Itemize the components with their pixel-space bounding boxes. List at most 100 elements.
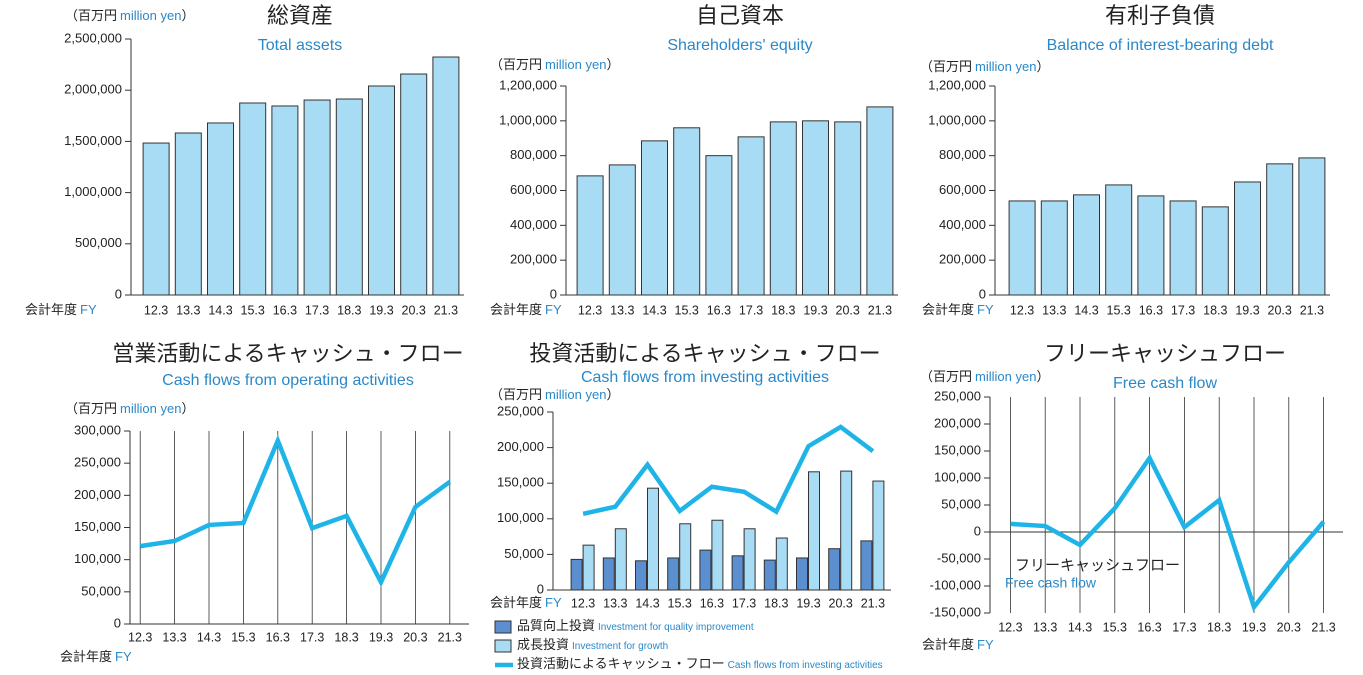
x-tick-label: 21.3 [438, 630, 462, 644]
unit-open: （百万円 [920, 369, 972, 384]
y-tick-label: 150,000 [497, 475, 544, 490]
y-tick-label: 0 [550, 286, 557, 301]
y-tick-label: 0 [537, 581, 544, 596]
x-tick-label: 15.3 [241, 303, 265, 317]
x-tick-label: 19.3 [369, 303, 393, 317]
bar [1201, 206, 1229, 296]
x-tick-label: 12.3 [578, 303, 602, 317]
x-axis-label-en: FY [115, 649, 132, 664]
bar [1298, 157, 1326, 296]
y-tick-label: 1,000,000 [928, 112, 986, 127]
bar [582, 544, 595, 591]
chart-subtitle: Cash flows from operating activities [162, 372, 414, 389]
y-tick-label: 100,000 [934, 469, 981, 484]
unit-close: ） [1036, 59, 1049, 74]
y-tick-label: 1,200,000 [499, 77, 557, 92]
unit-label: （百万円 million yen） [65, 401, 194, 416]
bar [743, 528, 756, 591]
y-tick-label: 100,000 [74, 551, 121, 566]
bar [1073, 194, 1100, 296]
bar [207, 122, 234, 296]
y-tick-label: 600,000 [510, 182, 557, 197]
legend-swatch [494, 620, 512, 634]
unit-en: million yen [545, 387, 606, 402]
y-tick-label: -50,000 [937, 550, 981, 565]
y-tick-label: 500,000 [75, 235, 122, 250]
y-tick-label: 50,000 [941, 496, 981, 511]
bar [699, 549, 712, 591]
unit-label: （百万円 million yen） [65, 8, 194, 23]
line [139, 434, 452, 588]
bar [570, 558, 583, 591]
x-tick-label: 18.3 [334, 630, 358, 644]
unit-open: （百万円 [65, 401, 117, 416]
y-tick-label: 50,000 [504, 546, 544, 561]
bar [834, 121, 862, 296]
line [582, 424, 875, 517]
x-axis-label-en: FY [977, 637, 994, 652]
y-tick-label: 150,000 [74, 519, 121, 534]
chart-subtitle: Shareholders' equity [667, 37, 812, 54]
chart-title: 投資活動によるキャッシュ・フロー [529, 341, 880, 366]
chart-subtitle: Total assets [258, 37, 342, 54]
x-tick-label: 17.3 [739, 303, 763, 317]
x-tick-label: 12.3 [144, 303, 168, 317]
legend-label-en: Investment for quality improvement [598, 622, 754, 633]
x-axis-label-en: FY [977, 302, 994, 317]
bar [1105, 184, 1133, 296]
x-tick-label: 18.3 [1203, 303, 1227, 317]
bar [1008, 200, 1036, 296]
x-tick-label: 17.3 [1171, 303, 1195, 317]
unit-close: ） [1036, 369, 1049, 384]
legend-label-jp: 品質向上投資 [517, 618, 595, 633]
bar [335, 98, 363, 296]
y-tick-label: 400,000 [939, 217, 986, 232]
x-tick-label: 17.3 [1172, 620, 1196, 634]
chart-title: 自己資本 [696, 3, 784, 28]
y-tick-label: 0 [115, 286, 122, 301]
chart-title: 総資産 [267, 3, 333, 28]
y-tick-label: 0 [979, 286, 986, 301]
y-tick-label: 2,500,000 [64, 30, 122, 45]
x-axis-label: 会計年度 FY [490, 595, 562, 610]
legend-label-en: Cash flows from investing activities [728, 660, 883, 671]
x-tick-label: 12.3 [571, 596, 595, 610]
bar [608, 164, 636, 296]
legend-swatch [494, 639, 512, 653]
y-tick-label: 250,000 [497, 403, 544, 418]
x-tick-label: 15.3 [1107, 303, 1131, 317]
x-tick-label: 15.3 [1103, 620, 1127, 634]
x-tick-label: 14.3 [642, 303, 666, 317]
x-tick-label: 18.3 [771, 303, 795, 317]
x-tick-label: 16.3 [1137, 620, 1161, 634]
unit-open: （百万円 [65, 8, 117, 23]
unit-open: （百万円 [490, 387, 542, 402]
unit-en: million yen [975, 59, 1036, 74]
bar [731, 555, 744, 591]
legend-label: 投資活動によるキャッシュ・フロー Cash flows from investin… [517, 656, 883, 671]
chart-title: フリーキャッシュフロー [1044, 341, 1286, 366]
bar [635, 560, 647, 591]
chart-title: 営業活動によるキャッシュ・フロー [112, 341, 463, 366]
x-tick-label: 19.3 [369, 630, 393, 644]
x-axis-label-jp: 会計年度 [60, 649, 112, 664]
bar [705, 155, 733, 296]
legend-label: 成長投資 Investment for growth [517, 637, 668, 652]
bar [828, 548, 841, 591]
bar [711, 519, 724, 591]
unit-en: million yen [975, 369, 1036, 384]
x-tick-label: 13.3 [1042, 303, 1066, 317]
y-tick-label: 600,000 [939, 182, 986, 197]
unit-close: ） [181, 8, 194, 23]
chart-subtitle: Balance of interest-bearing debt [1047, 37, 1274, 54]
unit-label: （百万円 million yen） [920, 369, 1049, 384]
bar [1040, 200, 1068, 296]
bar [142, 142, 170, 296]
x-tick-label: 16.3 [273, 303, 297, 317]
x-tick-label: 13.3 [610, 303, 634, 317]
y-tick-label: 50,000 [81, 583, 121, 598]
x-tick-label: 12.3 [998, 620, 1022, 634]
bar [174, 132, 202, 296]
x-axis-label-jp: 会計年度 [25, 302, 77, 317]
